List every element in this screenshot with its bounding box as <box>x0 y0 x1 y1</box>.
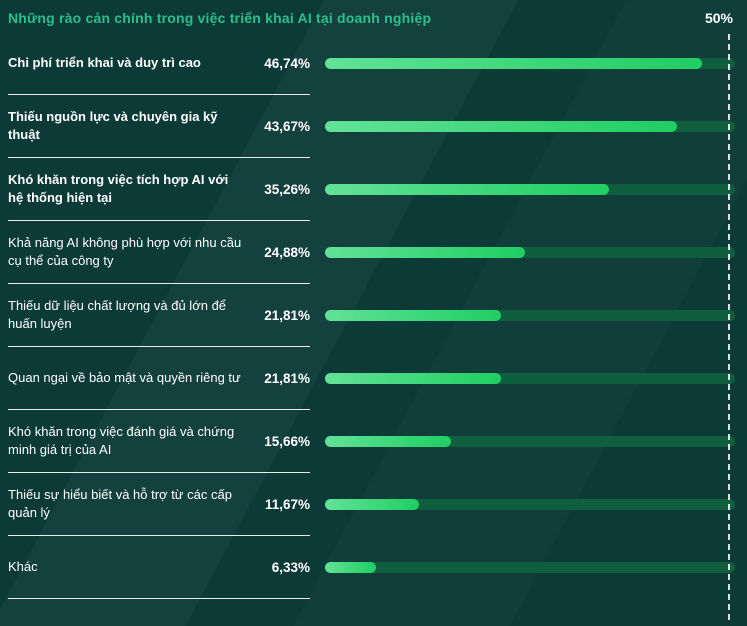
row-label-area: Khả năng AI không phù hợp với nhu cầu cụ… <box>8 221 310 284</box>
bar-track <box>325 121 735 132</box>
bar-area <box>310 410 747 473</box>
bar-track <box>325 373 735 384</box>
bar-label: Chi phí triển khai và duy trì cao <box>8 55 201 71</box>
bar-fill <box>325 121 678 132</box>
row-label-area: Quan ngại về bảo mật và quyền riêng tư 2… <box>8 347 310 410</box>
bar-area <box>310 95 747 158</box>
bar-label: Khó khăn trong việc tích hợp AI với hệ t… <box>8 172 229 205</box>
row-label-area: Thiếu sự hiểu biết và hỗ trợ từ các cấp … <box>8 473 310 536</box>
bar-track <box>325 58 735 69</box>
bar-fill <box>325 247 526 258</box>
bar-value-label: 46,74% <box>264 55 310 71</box>
bar-value-label: 21,81% <box>264 307 310 323</box>
bar-area <box>310 536 747 599</box>
bar-label: Thiếu dữ liệu chất lượng và đủ lớn để hu… <box>8 298 227 331</box>
bar-label: Khác <box>8 559 38 575</box>
row-label-area: Khác 6,33% <box>8 536 310 599</box>
row-label-area: Thiếu dữ liệu chất lượng và đủ lớn để hu… <box>8 284 310 347</box>
bar-fill <box>325 373 501 384</box>
row-label-area: Chi phí triển khai và duy trì cao 46,74% <box>8 32 310 95</box>
bar-row: Thiếu dữ liệu chất lượng và đủ lớn để hu… <box>8 284 747 347</box>
bar-row: Quan ngại về bảo mật và quyền riêng tư 2… <box>8 347 747 410</box>
bar-fill <box>325 436 452 447</box>
bar-value-label: 11,67% <box>264 496 310 512</box>
bar-value-label: 43,67% <box>264 118 310 134</box>
bar-area <box>310 284 747 347</box>
bar-row: Thiếu nguồn lực và chuyên gia kỹ thuật 4… <box>8 95 747 158</box>
row-label-area: Khó khăn trong việc đánh giá và chứng mi… <box>8 410 310 473</box>
bar-fill <box>325 58 702 69</box>
bar-track <box>325 436 735 447</box>
bar-label: Quan ngại về bảo mật và quyền riêng tư <box>8 370 241 386</box>
bar-value-label: 15,66% <box>264 433 310 449</box>
bar-value-label: 21,81% <box>264 370 310 386</box>
chart-title: Những rào cản chính trong việc triển kha… <box>8 10 432 26</box>
bar-fill <box>325 562 376 573</box>
bar-rows: Chi phí triển khai và duy trì cao 46,74%… <box>0 32 747 599</box>
bar-row: Khả năng AI không phù hợp với nhu cầu cụ… <box>8 221 747 284</box>
reference-line-50pct <box>728 34 730 620</box>
bar-value-label: 35,26% <box>264 181 310 197</box>
row-label-area: Thiếu nguồn lực và chuyên gia kỹ thuật 4… <box>8 95 310 158</box>
bar-value-label: 24,88% <box>264 244 310 260</box>
bar-label: Thiếu sự hiểu biết và hỗ trợ từ các cấp … <box>8 487 232 520</box>
bar-area <box>310 473 747 536</box>
bar-row: Chi phí triển khai và duy trì cao 46,74% <box>8 32 747 95</box>
chart-header: Những rào cản chính trong việc triển kha… <box>0 0 747 32</box>
row-label-area: Khó khăn trong việc tích hợp AI với hệ t… <box>8 158 310 221</box>
bar-fill <box>325 184 610 195</box>
bar-area <box>310 158 747 221</box>
bar-fill <box>325 310 501 321</box>
bar-track <box>325 184 735 195</box>
axis-max-label: 50% <box>704 10 733 26</box>
bar-track <box>325 499 735 510</box>
bar-track <box>325 310 735 321</box>
bar-row: Khác 6,33% <box>8 536 747 599</box>
bar-row: Khó khăn trong việc đánh giá và chứng mi… <box>8 410 747 473</box>
bar-label: Khả năng AI không phù hợp với nhu cầu cụ… <box>8 235 242 268</box>
bar-track <box>325 562 735 573</box>
bar-area <box>310 32 747 95</box>
bar-value-label: 6,33% <box>271 559 310 575</box>
bar-fill <box>325 499 419 510</box>
bar-track <box>325 247 735 258</box>
bar-area <box>310 347 747 410</box>
bar-label: Thiếu nguồn lực và chuyên gia kỹ thuật <box>8 109 218 142</box>
bar-row: Thiếu sự hiểu biết và hỗ trợ từ các cấp … <box>8 473 747 536</box>
bar-row: Khó khăn trong việc tích hợp AI với hệ t… <box>8 158 747 221</box>
bar-label: Khó khăn trong việc đánh giá và chứng mi… <box>8 424 235 457</box>
bar-area <box>310 221 747 284</box>
